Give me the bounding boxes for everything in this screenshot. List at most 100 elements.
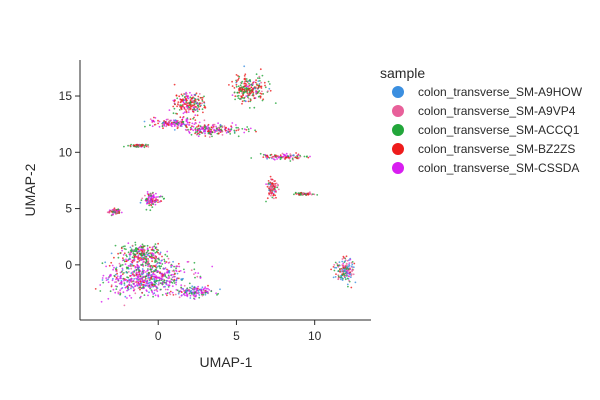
legend-marker[interactable] <box>392 124 404 136</box>
scatter-point <box>235 74 238 76</box>
scatter-point <box>114 281 116 283</box>
scatter-point <box>156 290 159 293</box>
scatter-point <box>139 275 142 278</box>
scatter-point <box>267 180 270 182</box>
legend-entry-label[interactable]: colon_transverse_SM-A9HOW <box>418 85 583 99</box>
legend-entry-label[interactable]: colon_transverse_SM-A9VP4 <box>418 104 576 118</box>
scatter-point <box>105 279 108 281</box>
scatter-point <box>264 153 267 156</box>
scatter-point <box>261 99 264 102</box>
scatter-point <box>180 294 183 297</box>
scatter-point <box>149 199 152 202</box>
scatter-point <box>227 130 230 133</box>
scatter-point <box>233 91 236 94</box>
scatter-point <box>159 253 161 256</box>
legend-marker[interactable] <box>392 143 404 155</box>
scatter-point <box>250 91 253 94</box>
scatter-point <box>228 84 230 86</box>
scatter-point <box>155 282 158 285</box>
scatter-point <box>210 128 213 131</box>
scatter-point <box>122 257 124 260</box>
scatter-point <box>167 286 170 288</box>
scatter-point <box>123 304 126 307</box>
scatter-point <box>189 297 192 299</box>
scatter-point <box>154 117 157 119</box>
scatter-point <box>184 291 187 294</box>
legend-entry-label[interactable]: colon_transverse_SM-BZ2ZS <box>418 142 575 156</box>
scatter-point <box>172 121 175 124</box>
scatter-point <box>129 264 132 266</box>
scatter-point <box>173 273 176 276</box>
scatter-point <box>121 267 124 270</box>
scatter-point <box>157 201 159 204</box>
scatter-point <box>175 283 178 286</box>
scatter-point <box>171 123 174 125</box>
scatter-point <box>153 123 156 126</box>
scatter-point <box>233 129 236 132</box>
scatter-point <box>134 247 137 250</box>
scatter-point <box>308 193 311 196</box>
scatter-point <box>140 252 143 255</box>
scatter-point <box>185 102 188 105</box>
scatter-point <box>195 288 198 290</box>
scatter-point <box>152 253 155 255</box>
scatter-point <box>251 83 254 86</box>
scatter-point <box>120 211 123 214</box>
scatter-point <box>138 260 141 262</box>
scatter-point <box>133 255 136 258</box>
scatter-point <box>334 266 336 269</box>
scatter-point <box>160 288 162 291</box>
scatter-point <box>144 264 147 267</box>
scatter-point <box>252 81 255 84</box>
scatter-point <box>175 289 178 291</box>
scatter-point <box>131 256 134 259</box>
scatter-point <box>200 131 203 134</box>
scatter-point <box>194 131 197 134</box>
scatter-point <box>273 197 275 200</box>
scatter-point <box>125 248 127 251</box>
scatter-point <box>248 79 251 82</box>
scatter-point <box>176 265 179 268</box>
scatter-point <box>350 286 353 289</box>
scatter-point <box>306 155 308 158</box>
legend-entry-label[interactable]: colon_transverse_SM-ACCQ1 <box>418 123 580 137</box>
scatter-point <box>113 256 115 259</box>
scatter-point <box>127 266 129 269</box>
scatter-point <box>180 291 183 293</box>
scatter-point <box>193 103 196 105</box>
legend-entry-label[interactable]: colon_transverse_SM-CSSDA <box>418 161 579 175</box>
scatter-point <box>210 126 213 129</box>
legend-marker[interactable] <box>392 86 404 98</box>
scatter-point <box>135 256 138 258</box>
scatter-point <box>161 125 164 128</box>
scatter-point <box>130 297 133 299</box>
scatter-point <box>115 270 118 273</box>
scatter-point <box>172 260 175 263</box>
scatter-point <box>196 102 199 105</box>
scatter-point <box>142 265 145 268</box>
scatter-point <box>146 270 149 272</box>
scatter-point <box>155 256 158 258</box>
scatter-point <box>161 281 164 284</box>
scatter-point <box>153 245 156 248</box>
scatter-point <box>230 128 233 130</box>
scatter-point <box>169 293 172 296</box>
scatter-point <box>194 128 197 131</box>
scatter-point <box>170 119 172 122</box>
scatter-point <box>193 288 196 291</box>
legend-marker[interactable] <box>392 162 404 174</box>
scatter-point <box>184 111 186 114</box>
scatter-point <box>142 271 145 274</box>
legend-marker[interactable] <box>392 105 404 117</box>
scatter-point <box>118 262 121 265</box>
scatter-point <box>109 290 112 293</box>
scatter-point <box>204 106 207 109</box>
scatter-point <box>94 288 97 290</box>
scatter-point <box>211 265 214 268</box>
scatter-point <box>238 128 240 131</box>
scatter-point <box>136 261 139 263</box>
scatter-point <box>130 260 133 263</box>
scatter-point <box>101 277 104 279</box>
scatter-point <box>197 289 200 292</box>
scatter-point <box>234 98 237 101</box>
